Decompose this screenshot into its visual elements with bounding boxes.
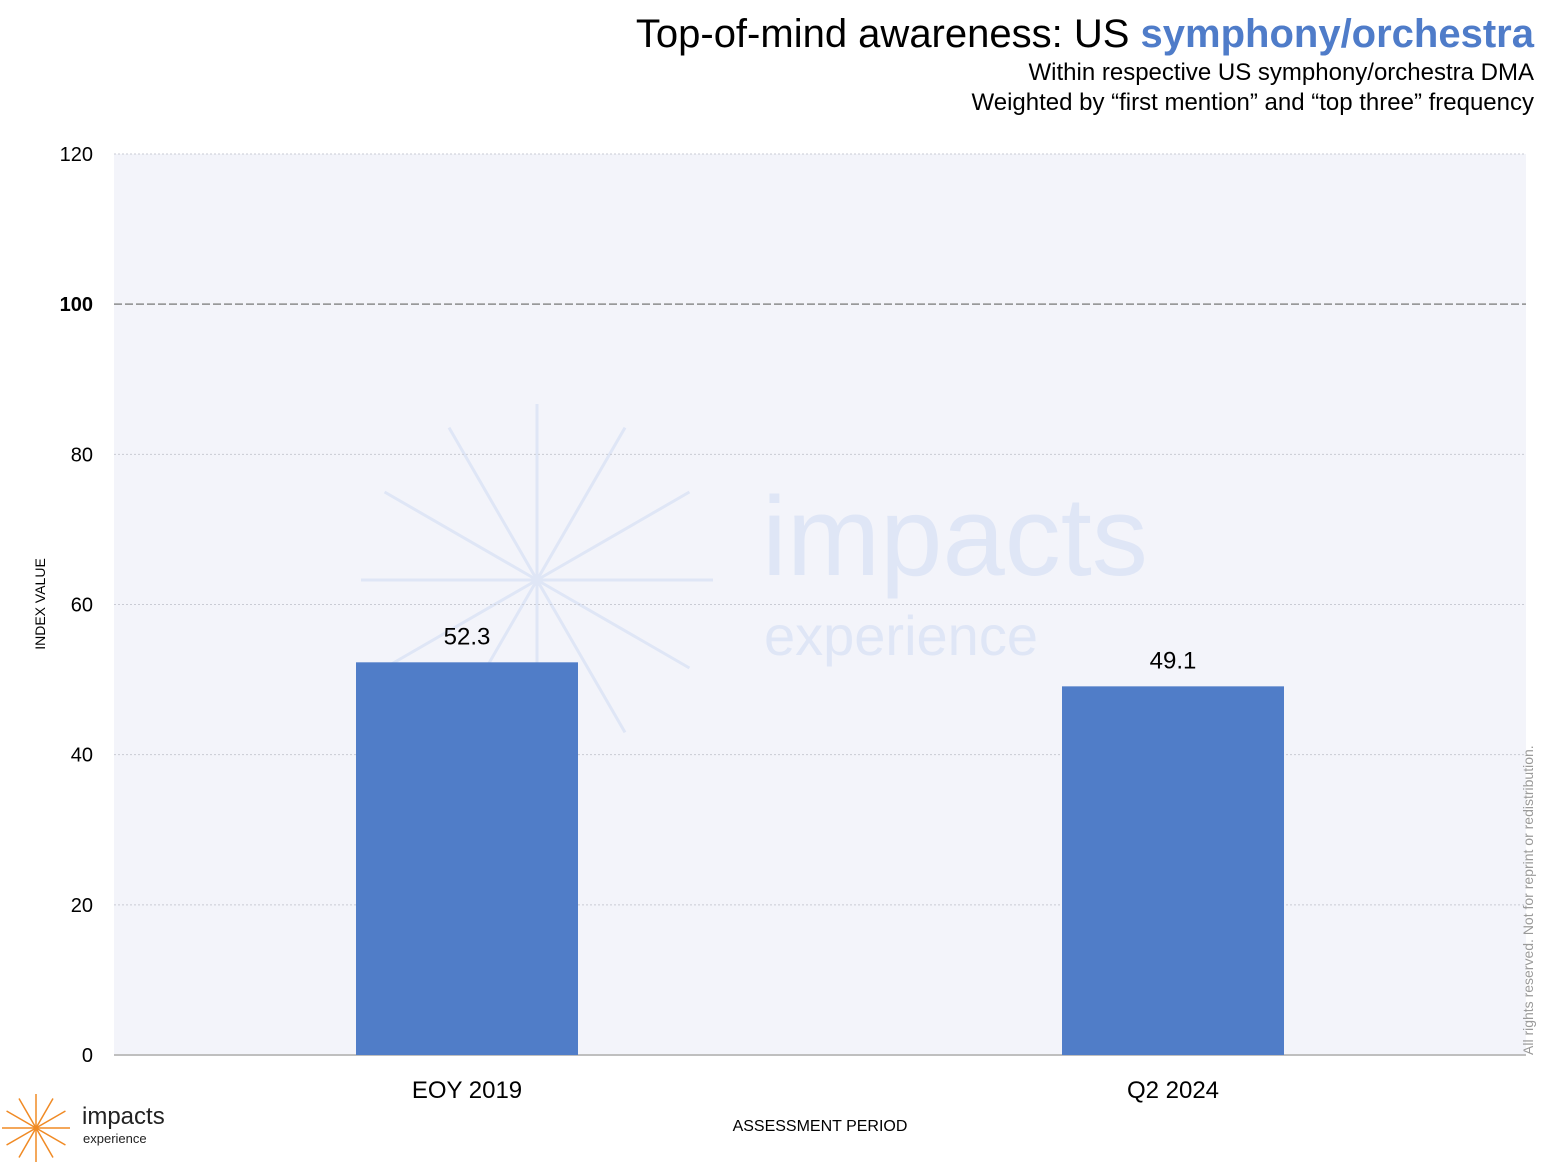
y-tick-label: 120 [60, 144, 93, 166]
logo-ray [18, 1098, 37, 1129]
watermark-subtext: experience [764, 604, 1038, 667]
logo-ray [6, 1110, 37, 1129]
bar [1062, 686, 1284, 1055]
y-tick-label: 80 [71, 444, 93, 466]
data-label: 49.1 [1150, 647, 1197, 674]
y-tick-label: 0 [82, 1045, 93, 1067]
rights-notice: All rights reserved. Not for reprint or … [1520, 745, 1536, 1055]
chart-title: Top-of-mind awareness: US symphony/orche… [635, 12, 1534, 56]
logo-ray [18, 1127, 37, 1158]
data-label: 52.3 [444, 623, 491, 650]
y-tick-label: 100 [60, 294, 93, 316]
x-tick-label: EOY 2019 [412, 1077, 522, 1104]
logo-text: impacts [82, 1103, 165, 1130]
logo-subtext: experience [83, 1131, 147, 1146]
logo-ray [6, 1127, 37, 1146]
watermark-text: impacts [762, 474, 1148, 599]
x-tick-label: Q2 2024 [1127, 1077, 1219, 1104]
chart-subtitle-2: Weighted by “first mention” and “top thr… [971, 89, 1535, 116]
y-tick-label: 40 [71, 745, 93, 767]
watermark-ray [383, 490, 538, 582]
watermark-ray [535, 579, 627, 734]
y-tick-label: 60 [71, 595, 93, 617]
y-axis-title: INDEX VALUE [32, 558, 48, 650]
logo-ray [35, 1110, 66, 1129]
watermark-ray [536, 490, 691, 582]
chart-header: Top-of-mind awareness: US symphony/orche… [636, 10, 1534, 118]
watermark-ray [447, 426, 539, 581]
watermark-ray [535, 426, 627, 581]
logo-ray [35, 1127, 66, 1146]
chart-title-accent: symphony/orchestra [1140, 12, 1534, 56]
watermark-ray [383, 578, 538, 670]
chart-subtitle-1: Within respective US symphony/orchestra … [1028, 59, 1535, 86]
watermark-ray [536, 578, 691, 670]
bar [356, 662, 578, 1055]
logo-ray [35, 1098, 54, 1129]
x-axis-title: ASSESSMENT PERIOD [733, 1118, 908, 1135]
logo-ray [35, 1127, 54, 1158]
y-tick-label: 20 [71, 895, 93, 917]
